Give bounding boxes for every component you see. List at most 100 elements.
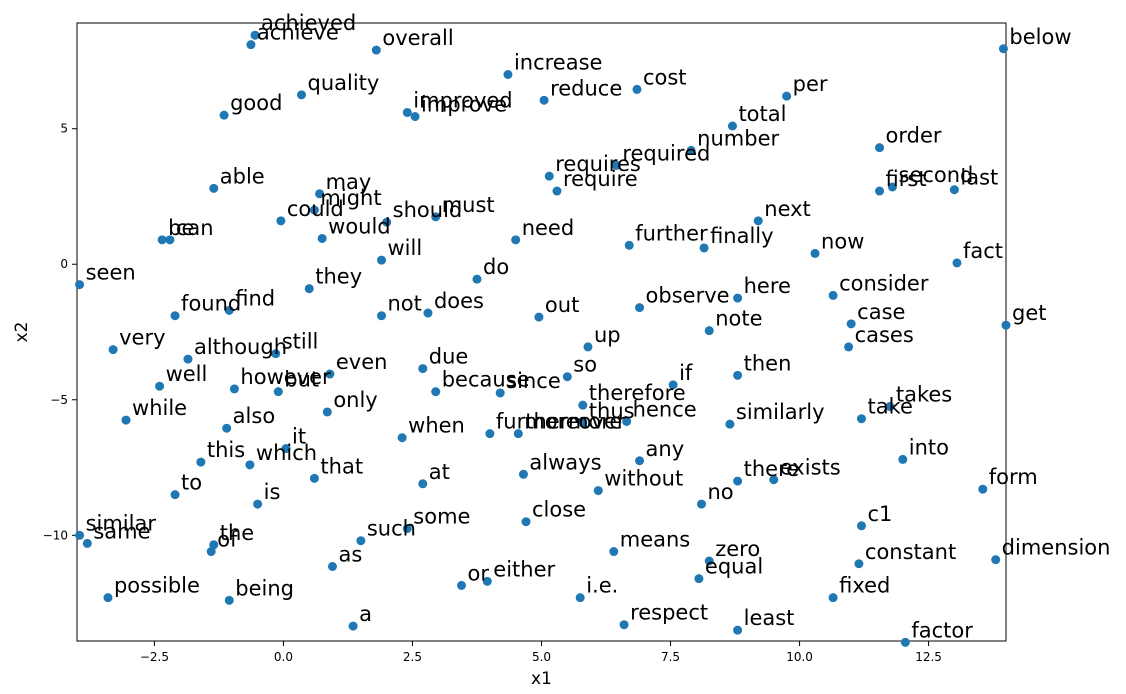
x-tick-label: 7.5: [661, 650, 680, 664]
data-point: [75, 280, 85, 290]
point-label: some: [413, 505, 470, 529]
data-point: [75, 530, 85, 540]
x-tick-label: 2.5: [403, 650, 422, 664]
data-point: [229, 384, 239, 394]
data-point: [222, 423, 232, 433]
data-point: [521, 517, 531, 527]
data-point: [686, 145, 696, 155]
data-point: [224, 595, 234, 605]
data-point: [632, 84, 642, 94]
point-label: into: [909, 435, 949, 459]
point-label: second: [898, 163, 973, 187]
data-point: [382, 217, 392, 227]
tick-marks: −2.5 0.0 2.5 5.0 7.5 10.0 12.5 −10 −5 0 5: [43, 122, 942, 664]
data-point: [82, 538, 92, 548]
data-point: [418, 364, 428, 374]
point-label: is: [264, 480, 281, 504]
point-label: c1: [867, 502, 892, 526]
y-tick-label: −5: [50, 393, 68, 407]
point-label: good: [230, 91, 282, 115]
data-point: [699, 243, 709, 253]
data-point: [121, 415, 131, 425]
x-tick-label: −2.5: [140, 650, 169, 664]
point-label: while: [132, 396, 187, 420]
data-point: [309, 205, 319, 215]
data-point: [552, 186, 562, 196]
point-label: case: [857, 300, 905, 324]
point-label: without: [604, 467, 683, 491]
data-point: [534, 312, 544, 322]
data-point: [155, 381, 165, 391]
point-label: first: [886, 167, 927, 191]
data-point: [900, 637, 910, 647]
point-label: quality: [308, 71, 380, 95]
data-point: [733, 370, 743, 380]
point-label: does: [434, 289, 484, 313]
data-point: [271, 349, 281, 359]
data-point: [898, 454, 908, 464]
data-point: [952, 258, 962, 268]
point-label: very: [119, 326, 165, 350]
point-label: possible: [114, 574, 200, 598]
point-label: reduce: [550, 76, 622, 100]
point-label: exists: [780, 456, 841, 480]
data-point: [503, 70, 513, 79]
data-point: [423, 308, 433, 318]
point-label: zero: [715, 537, 760, 561]
data-point: [165, 235, 175, 245]
point-label: being: [235, 576, 294, 600]
data-point: [518, 469, 528, 479]
point-label: similarly: [736, 400, 825, 424]
point-label: fact: [963, 239, 1003, 263]
point-label: least: [744, 606, 795, 630]
data-point: [704, 326, 714, 336]
point-label: since: [506, 369, 561, 393]
data-point: [108, 345, 118, 355]
point-label: therefore: [589, 381, 686, 405]
point-label: they: [315, 265, 362, 289]
point-label: well: [166, 362, 208, 386]
point-label: further: [635, 221, 708, 245]
point-label: means: [620, 528, 691, 552]
data-point: [472, 274, 482, 284]
data-point: [325, 369, 335, 379]
y-axis-label: x2: [12, 322, 32, 343]
point-label: will: [388, 236, 423, 260]
data-point: [583, 342, 593, 352]
data-point: [949, 185, 959, 195]
data-point: [562, 372, 572, 382]
point-label: observe: [646, 284, 730, 308]
data-point: [991, 555, 1001, 565]
point-label: can: [176, 216, 214, 240]
point-label: i.e.: [586, 574, 618, 598]
point-label: number: [697, 126, 779, 150]
point-label: per: [793, 72, 828, 96]
data-point: [315, 189, 325, 199]
data-point: [727, 121, 737, 131]
point-label: note: [715, 307, 762, 331]
data-point: [245, 460, 255, 470]
point-label: then: [744, 351, 792, 375]
data-point: [482, 576, 492, 586]
point-label: either: [493, 557, 555, 581]
point-label: that: [320, 454, 363, 478]
data-point: [273, 387, 283, 397]
data-point: [253, 499, 263, 509]
point-label: no: [707, 480, 733, 504]
point-label: not: [388, 292, 422, 316]
data-point: [578, 400, 588, 410]
point-label: consider: [839, 271, 929, 295]
data-point: [544, 171, 554, 181]
point-label: also: [233, 404, 276, 428]
point-label: always: [529, 450, 601, 474]
point-label: achieved: [261, 11, 356, 35]
point-label: however: [240, 365, 331, 389]
data-point: [183, 354, 193, 364]
x-axis-label: x1: [531, 669, 552, 689]
point-label: furthermore: [496, 410, 622, 434]
data-point: [593, 486, 603, 496]
data-point: [250, 30, 260, 40]
x-tick-label: 5.0: [532, 650, 551, 664]
point-label: this: [207, 438, 245, 462]
